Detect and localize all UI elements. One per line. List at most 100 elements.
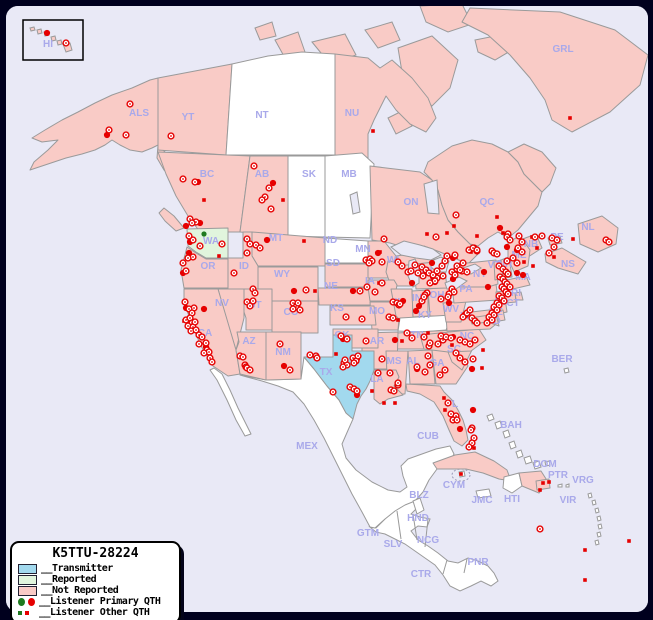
listener-primary-qth-dot (466, 340, 474, 348)
listener-primary-qth-dot (246, 240, 254, 248)
listener-primary-cluster-dot (519, 271, 527, 279)
small-island (557, 483, 563, 488)
listener-primary-qth-dot (419, 272, 427, 280)
listener-primary-qth-dot (513, 259, 521, 267)
region-label-ALS: ALS (129, 108, 149, 119)
listener-other-qth-dot (571, 237, 575, 241)
listener-other-qth-dot (382, 401, 386, 405)
country-border (396, 510, 402, 540)
listener-other-qth-dot (378, 250, 382, 254)
listener-primary-qth-dot (189, 236, 197, 244)
region-label-UT: UT (248, 300, 261, 311)
listener-primary-qth-dot (276, 340, 284, 348)
listener-other-qth-dot (452, 224, 456, 228)
listener-other-qth-dot (531, 264, 535, 268)
small-island (591, 499, 597, 506)
listener-primary-qth-dot (202, 339, 210, 347)
small-island (544, 460, 551, 467)
region-MB (324, 152, 375, 239)
legend-item-label: __Reported (41, 574, 97, 585)
listener-primary-qth-dot (452, 211, 460, 219)
region-label-BLZ: BLZ (409, 490, 428, 501)
hawaii-island (50, 35, 57, 42)
listener-primary-qth-dot (515, 232, 523, 240)
listener-other-qth-dot (522, 260, 526, 264)
listener-primary-cluster-dot (263, 236, 271, 244)
region-label-GA: GA (430, 358, 445, 369)
listener-other-qth-dot (281, 198, 285, 202)
country-border (424, 518, 429, 548)
small-island (594, 507, 600, 514)
region-label-MB: MB (341, 169, 357, 180)
listener-primary-cluster-dot (269, 179, 277, 187)
listener-primary-qth-dot (343, 335, 351, 343)
listener-primary-cluster-dot (484, 283, 492, 291)
listener-primary-qth-dot (181, 298, 189, 306)
region-label-BC: BC (200, 169, 214, 180)
region-label-MT: MT (269, 233, 283, 244)
listener-primary-qth-dot (473, 246, 481, 254)
listener-primary-qth-dot (506, 236, 514, 244)
listener-primary-qth-dot (179, 175, 187, 183)
region-label-MS: MS (387, 356, 402, 367)
region-label-FL: FL (446, 399, 458, 410)
listener-primary-qth-dot (239, 353, 247, 361)
region-label-YT: YT (182, 112, 195, 123)
listener-primary-qth-dot (358, 315, 366, 323)
region-label-AL: AL (406, 356, 419, 367)
listener-primary-qth-dot (167, 132, 175, 140)
region-label-IA: IA (365, 276, 375, 287)
small-island (515, 449, 524, 459)
listener-primary-qth-dot (456, 354, 464, 362)
region-label-VT: VT (488, 260, 501, 271)
listener-other-qth-dot (583, 578, 587, 582)
listener-primary-qth-dot (438, 262, 446, 270)
listener-primary-qth-dot (545, 249, 553, 257)
red-square-icon (25, 610, 29, 615)
small-island (494, 420, 503, 430)
listener-other-qth-dot (480, 366, 484, 370)
region-label-WY: WY (274, 269, 290, 280)
listener-other-qth-dot (425, 232, 429, 236)
small-island (502, 429, 511, 439)
listener-primary-qth-dot (195, 340, 203, 348)
region-label-BER: BER (551, 354, 573, 365)
region-label-HTI: HTI (504, 494, 520, 505)
listener-primary-qth-dot (200, 349, 208, 357)
listener-dots (43, 29, 631, 582)
region-label-ON: ON (404, 197, 419, 208)
region-label-WV: WV (443, 304, 459, 315)
hawaii-island (36, 28, 43, 35)
listener-primary-qth-dot (182, 267, 190, 275)
listener-primary-qth-dot (356, 287, 364, 295)
listener-primary-qth-dot (230, 269, 238, 277)
listener-other-qth-dot (445, 231, 449, 235)
region-ALS (29, 77, 159, 171)
listener-primary-qth-dot (467, 426, 475, 434)
listener-primary-qth-dot (509, 254, 517, 262)
listener-primary-qth-dot (246, 366, 254, 374)
small-island (596, 515, 602, 522)
region-NS (544, 247, 587, 275)
listener-other-qth-dot (334, 352, 338, 356)
listener-primary-qth-dot (188, 219, 196, 227)
listener-primary-qth-dot (536, 525, 544, 533)
lake-water (390, 240, 442, 261)
listener-other-qth-dot (450, 343, 454, 347)
listener-primary-qth-dot (350, 359, 358, 367)
listener-primary-qth-dot (246, 302, 254, 310)
listener-primary-qth-dot (514, 244, 522, 252)
region-label-GTM: GTM (357, 528, 379, 539)
green-ring-icon (18, 597, 25, 606)
listener-primary-qth-dot (371, 288, 379, 296)
region-label-LA: LA (370, 374, 383, 385)
region-label-SLV: SLV (384, 539, 403, 550)
small-island (587, 492, 593, 499)
listener-primary-qth-dot (396, 300, 404, 308)
lake-water (349, 191, 361, 215)
lake-water (423, 179, 440, 215)
listener-primary-qth-dot (362, 337, 370, 345)
listener-primary-qth-dot (62, 39, 70, 47)
listener-primary-cluster-dot (200, 305, 208, 313)
